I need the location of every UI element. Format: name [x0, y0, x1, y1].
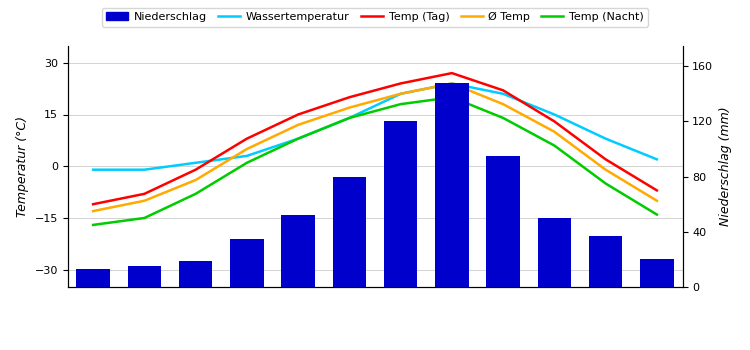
Temp (Tag): [447, 71, 456, 75]
Temp (Nacht): [499, 116, 508, 120]
Ø Temp: [550, 130, 559, 134]
Line: Wassertemperatur: Wassertemperatur: [93, 83, 657, 170]
Temp (Nacht): [550, 144, 559, 148]
Wassertemperatur: [293, 136, 302, 141]
Wassertemperatur: [447, 81, 456, 85]
Bar: [128, 266, 161, 287]
Wassertemperatur: [242, 154, 251, 158]
Wassertemperatur: [191, 161, 200, 165]
Temp (Tag): [191, 168, 200, 172]
Temp (Tag): [396, 81, 405, 85]
Temp (Nacht): [396, 102, 405, 106]
Ø Temp: [396, 92, 405, 96]
Wassertemperatur: [345, 116, 354, 120]
Temp (Tag): [550, 119, 559, 124]
Temp (Nacht): [242, 161, 251, 165]
Wassertemperatur: [396, 92, 405, 96]
Bar: [487, 156, 520, 287]
Temp (Nacht): [293, 136, 302, 141]
Temp (Nacht): [345, 116, 354, 120]
Ø Temp: [447, 81, 456, 85]
Wassertemperatur: [499, 92, 508, 96]
Bar: [640, 259, 674, 287]
Ø Temp: [602, 168, 610, 172]
Temp (Tag): [499, 88, 508, 92]
Temp (Tag): [652, 188, 662, 193]
Bar: [179, 261, 212, 287]
Ø Temp: [652, 199, 662, 203]
Bar: [230, 239, 263, 287]
Line: Temp (Tag): Temp (Tag): [93, 73, 657, 204]
Temp (Nacht): [447, 95, 456, 99]
Line: Temp (Nacht): Temp (Nacht): [93, 97, 657, 225]
Y-axis label: Temperatur (°C): Temperatur (°C): [16, 116, 28, 217]
Temp (Nacht): [191, 192, 200, 196]
Bar: [538, 218, 571, 287]
Wassertemperatur: [652, 157, 662, 161]
Bar: [333, 177, 366, 287]
Y-axis label: Niederschlag (mm): Niederschlag (mm): [719, 106, 732, 226]
Temp (Nacht): [602, 181, 610, 186]
Temp (Nacht): [652, 212, 662, 217]
Ø Temp: [499, 102, 508, 106]
Wassertemperatur: [550, 112, 559, 117]
Ø Temp: [140, 199, 148, 203]
Temp (Tag): [242, 136, 251, 141]
Wassertemperatur: [140, 168, 148, 172]
Bar: [281, 215, 315, 287]
Bar: [76, 269, 110, 287]
Wassertemperatur: [602, 136, 610, 141]
Temp (Tag): [140, 192, 148, 196]
Bar: [589, 236, 622, 287]
Temp (Tag): [293, 112, 302, 117]
Temp (Tag): [345, 95, 354, 99]
Temp (Tag): [88, 202, 98, 206]
Ø Temp: [88, 209, 98, 213]
Ø Temp: [345, 105, 354, 110]
Legend: Niederschlag, Wassertemperatur, Temp (Tag), Ø Temp, Temp (Nacht): Niederschlag, Wassertemperatur, Temp (Ta…: [102, 8, 648, 27]
Wassertemperatur: [88, 168, 98, 172]
Temp (Nacht): [88, 223, 98, 227]
Bar: [435, 83, 469, 287]
Temp (Tag): [602, 157, 610, 161]
Ø Temp: [191, 178, 200, 182]
Line: Ø Temp: Ø Temp: [93, 83, 657, 211]
Ø Temp: [293, 123, 302, 127]
Bar: [384, 121, 417, 287]
Temp (Nacht): [140, 216, 148, 220]
Ø Temp: [242, 147, 251, 151]
